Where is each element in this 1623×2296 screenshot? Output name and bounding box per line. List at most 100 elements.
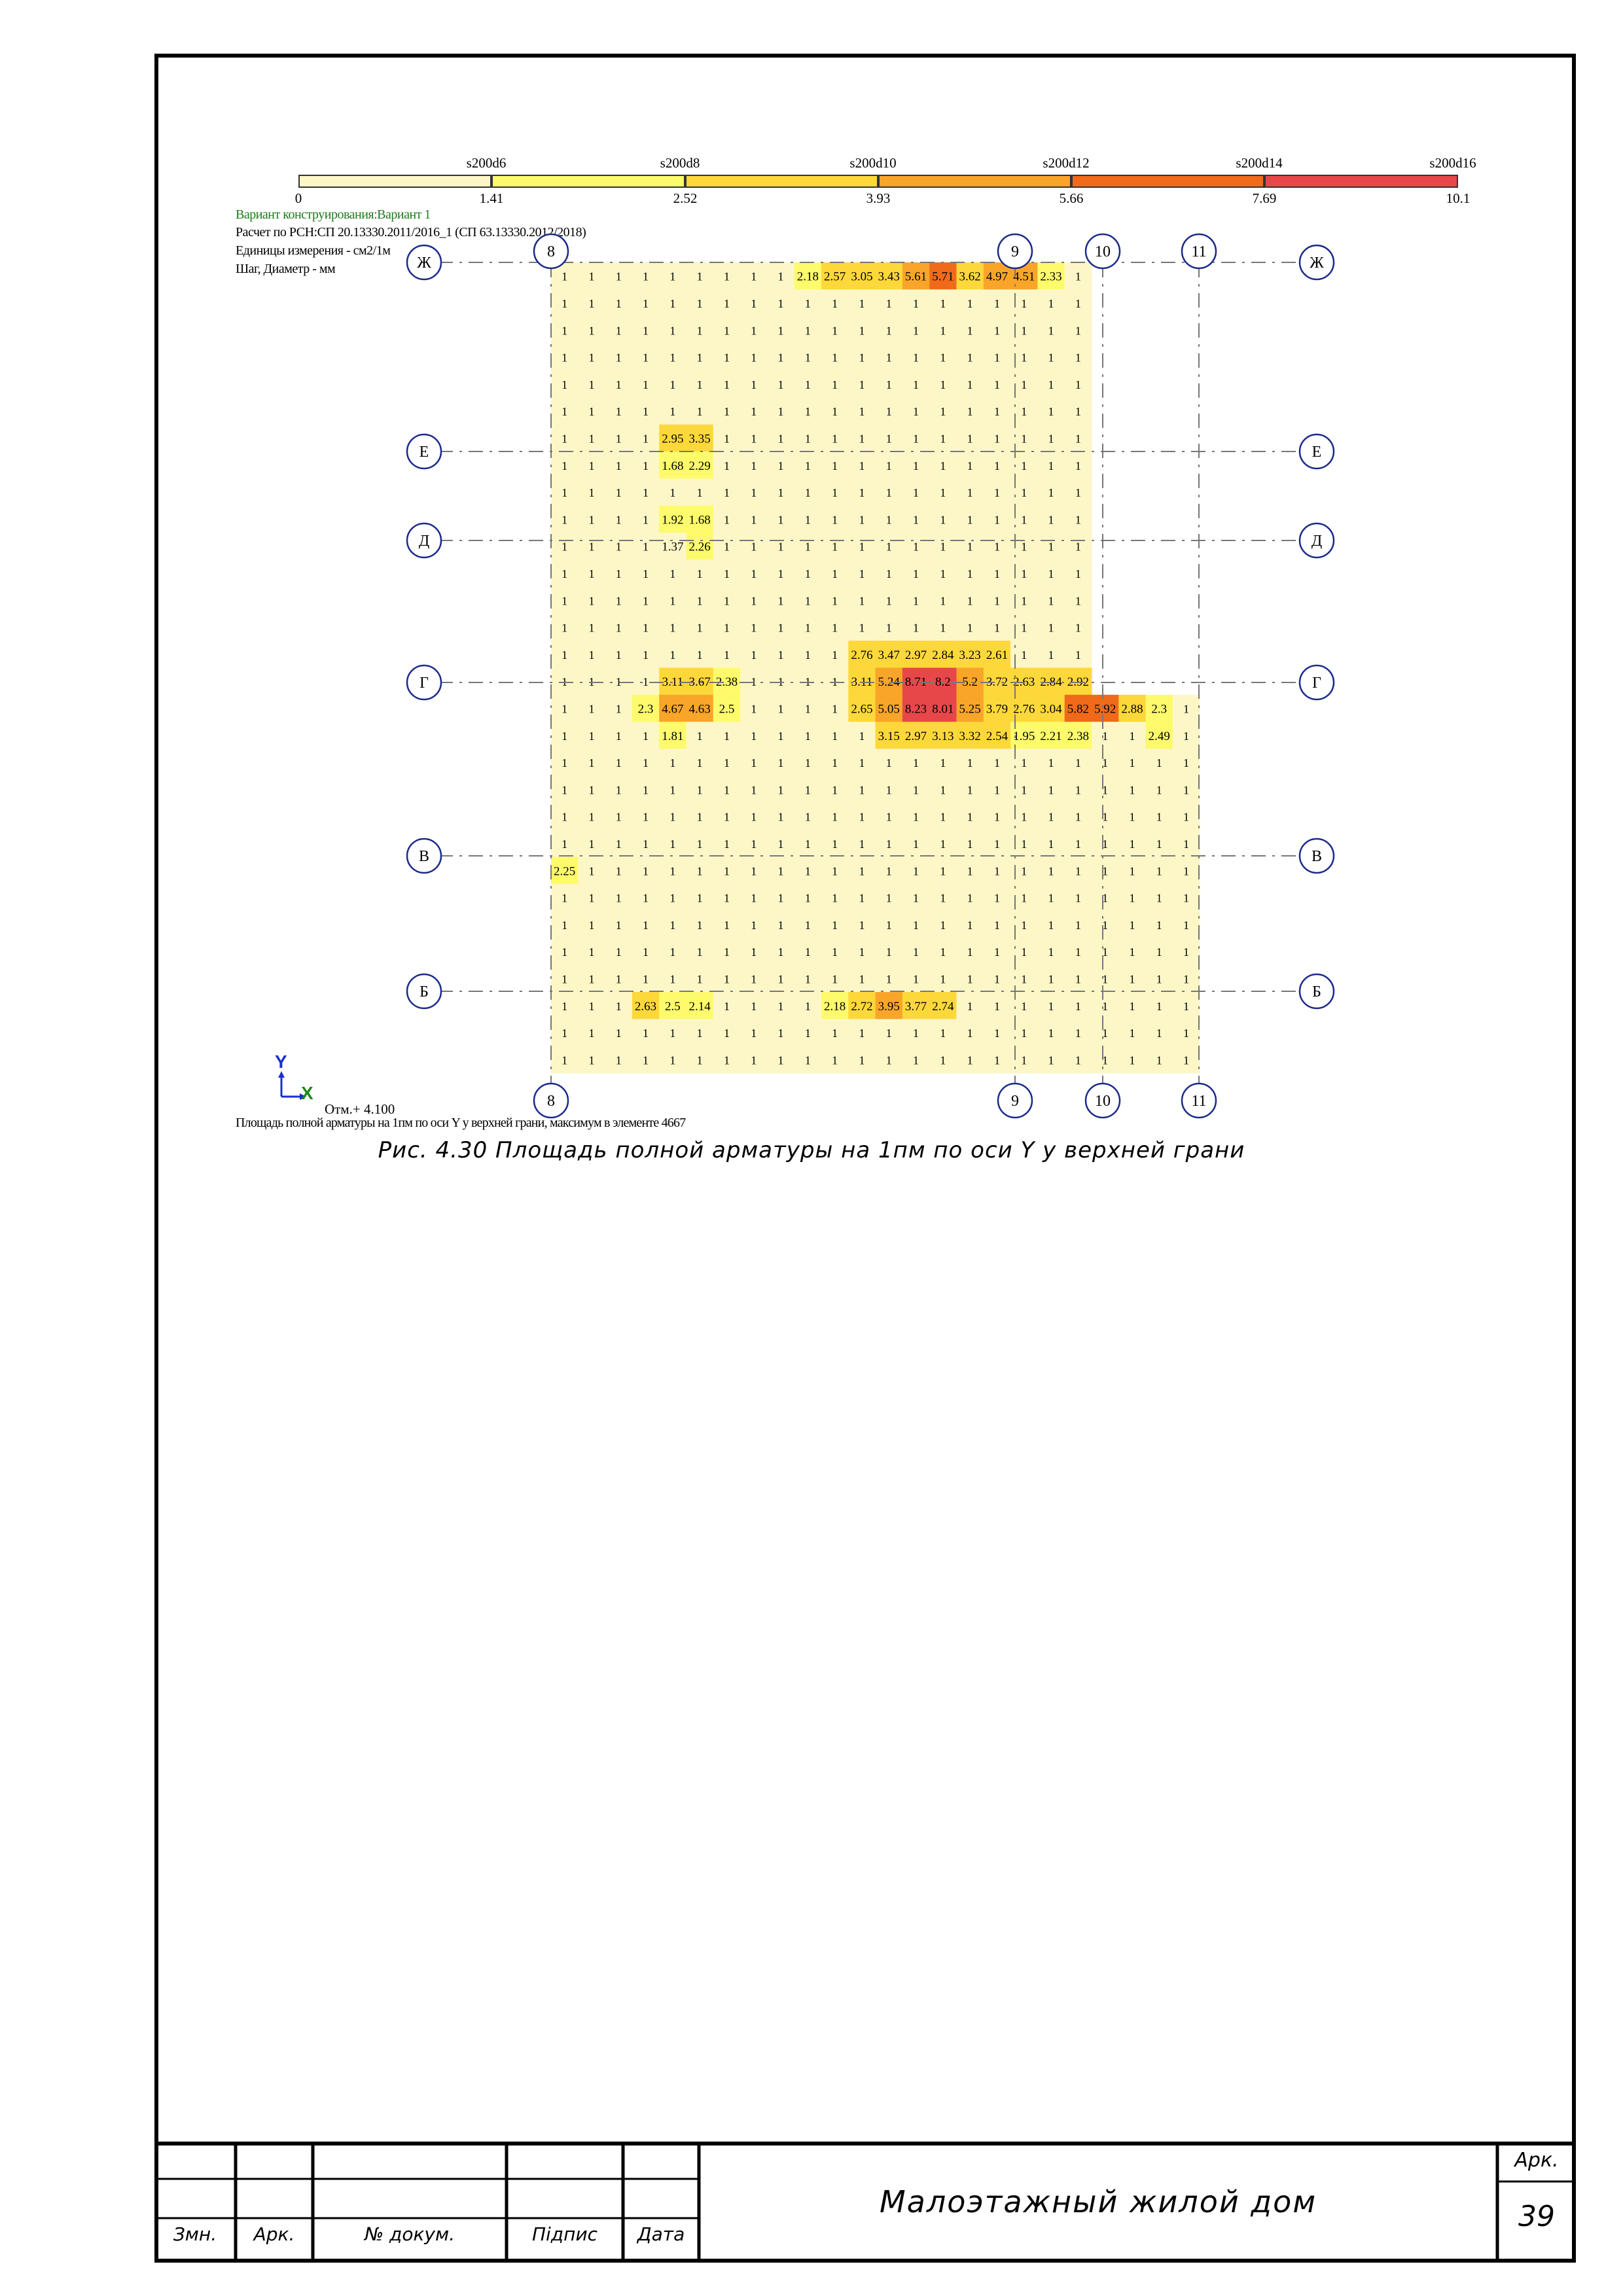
cell-value: 1 <box>751 1027 757 1040</box>
cell-value: 1 <box>616 459 622 472</box>
plate-cell <box>875 911 903 938</box>
plate-cell <box>632 964 660 993</box>
cell-value: 2.26 <box>689 540 711 554</box>
cell-value: 1 <box>859 513 865 526</box>
plate-cell <box>551 857 579 885</box>
plate-cell <box>1037 964 1065 993</box>
cell-value: 1 <box>751 811 757 824</box>
plate-cell <box>686 533 714 560</box>
plate-cell <box>929 803 957 830</box>
cell-value: 1 <box>724 864 730 877</box>
axis-bubble-bottom: 8 <box>533 1082 569 1119</box>
cell-value: 1 <box>886 864 892 877</box>
plate-cell <box>632 316 660 344</box>
plate-cell <box>929 1019 957 1047</box>
plate-cell <box>551 803 579 830</box>
axis-bubble-right: Ж <box>1298 244 1335 281</box>
cell-value: 1 <box>778 297 784 310</box>
cell-value: 1 <box>588 1000 594 1013</box>
plate-cell <box>983 911 1011 938</box>
plate-cell <box>956 424 984 452</box>
cell-value: 3.72 <box>986 675 1008 689</box>
legend-segment <box>878 175 1071 188</box>
cell-value: 1 <box>724 324 730 337</box>
cell-value: 1 <box>859 838 865 851</box>
cell-value: 1 <box>859 811 865 824</box>
plate-cell <box>983 830 1011 858</box>
plate-cell <box>1118 883 1147 911</box>
plate-cell <box>713 803 741 830</box>
cell-value: 1 <box>1156 919 1162 932</box>
cell-value: 1 <box>859 405 865 418</box>
plate-cell <box>605 343 633 371</box>
plate-cell <box>929 478 957 506</box>
legend-value: 0 <box>294 190 302 206</box>
plate-cell <box>767 613 795 641</box>
cell-value: 1 <box>1075 513 1081 526</box>
plate-cell <box>659 370 687 398</box>
cell-value: 1 <box>1048 486 1054 499</box>
cell-value: 1 <box>859 567 865 580</box>
plate-cell <box>983 559 1011 588</box>
cell-value: 1 <box>859 783 865 796</box>
cell-value: 2.61 <box>986 648 1008 662</box>
cell-value: 1 <box>1129 945 1135 959</box>
plate-cell <box>1037 775 1065 804</box>
cell-value: 1 <box>1075 1000 1081 1013</box>
coordinate-system-icon: Y X <box>272 1051 331 1110</box>
cell-value: 1 <box>751 351 757 364</box>
plate-cell <box>929 289 957 317</box>
cell-value: 5.05 <box>878 702 900 716</box>
cell-value: 1 <box>832 459 838 472</box>
plate-cell <box>983 775 1011 804</box>
cell-value: 1 <box>994 486 1000 499</box>
plate-cell <box>821 641 849 668</box>
plate-cell <box>1064 289 1092 317</box>
plate-cell <box>902 830 930 858</box>
plate-cell <box>767 803 795 830</box>
plate-cell <box>1037 424 1065 452</box>
plate-cell <box>1118 803 1147 830</box>
plate-cell <box>821 1046 849 1074</box>
cell-value: 1 <box>724 622 730 635</box>
plate-cell <box>767 586 795 614</box>
cell-value: 1 <box>1048 567 1054 580</box>
cell-value: 1.81 <box>662 730 683 743</box>
plate-cell <box>848 586 876 614</box>
plate-cell <box>578 857 606 885</box>
cell-value: 1 <box>1102 730 1108 743</box>
plate-cell <box>902 749 930 777</box>
plate-cell <box>794 775 822 804</box>
plate-cell <box>1092 992 1119 1019</box>
plate-cell <box>632 424 660 452</box>
axis-bubble-label: Ж <box>417 255 431 272</box>
plate-cell <box>605 938 633 966</box>
cell-value: 1 <box>940 324 946 337</box>
cell-value: 1 <box>616 892 622 905</box>
plate-cell <box>875 775 903 804</box>
axis-bubble-left: Б <box>406 973 442 1010</box>
cell-value: 1 <box>967 892 973 905</box>
cell-value: 1 <box>697 838 703 851</box>
cell-value: 1 <box>778 730 784 743</box>
plate-cell <box>632 1019 660 1047</box>
cell-value: 1 <box>616 756 622 769</box>
plate-cell <box>1092 911 1119 938</box>
cell-value: 1 <box>616 838 622 851</box>
cell-value: 1 <box>778 513 784 526</box>
cell-value: 1 <box>1048 892 1054 905</box>
cell-value: 1 <box>643 297 649 310</box>
plate-cell <box>713 1046 741 1074</box>
plate-cell <box>632 775 660 804</box>
cell-value: 2.25 <box>554 864 575 878</box>
cell-value: 1 <box>913 783 919 796</box>
plate-cell <box>821 992 849 1019</box>
plate-cell <box>713 911 741 938</box>
cell-value: 1 <box>669 972 675 985</box>
plate-cell <box>956 938 984 966</box>
cell-value: 1 <box>724 838 730 851</box>
cell-value: 1 <box>669 892 675 905</box>
axis-bubble-bottom: 10 <box>1084 1082 1121 1119</box>
cell-value: 1 <box>886 945 892 959</box>
plate-cell <box>794 478 822 506</box>
